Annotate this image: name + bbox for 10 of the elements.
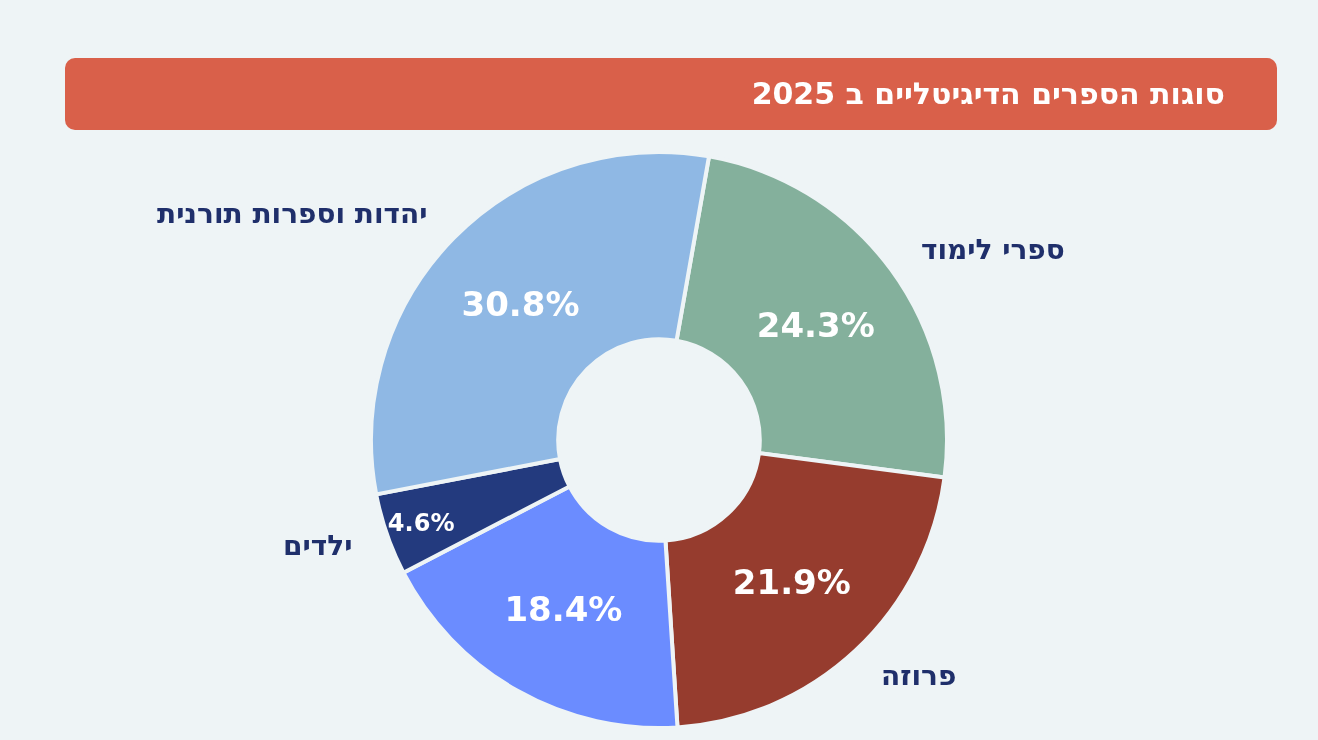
slice-label: יהדות וספרות תורנית — [157, 197, 428, 230]
slice-label: ילדים — [283, 529, 353, 562]
data-label: 18.4% — [504, 589, 623, 630]
data-label: 21.9% — [732, 561, 851, 602]
data-label: 4.6% — [387, 509, 455, 538]
slice-label: פרוזה — [881, 659, 957, 692]
slice-label: ספרי לימוד — [921, 233, 1065, 266]
chart-title: סוגות הספרים הדיגיטליים ב 2025 — [751, 75, 1225, 113]
data-label: 30.8% — [461, 283, 580, 324]
data-label: 24.3% — [756, 305, 875, 346]
